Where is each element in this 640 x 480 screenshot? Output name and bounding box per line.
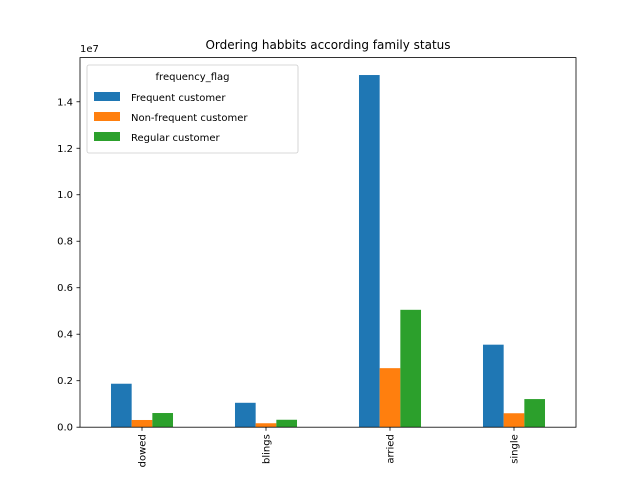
y-tick-label-2: 0.4 — [57, 330, 73, 341]
bar-2-3 — [524, 399, 546, 428]
chart-title: Ordering habbits according family status — [205, 38, 450, 52]
y-tick-label-1: 0.2 — [57, 376, 73, 387]
legend-swatch-1 — [94, 112, 120, 121]
legend-label-1: Non-frequent customer — [131, 113, 248, 124]
y-axis-scale-label: 1e7 — [80, 44, 99, 55]
x-tick-label-3: single — [510, 434, 521, 464]
legend-label-2: Regular customer — [131, 133, 221, 144]
legend-swatch-2 — [94, 132, 120, 141]
bar-0-2 — [358, 75, 380, 428]
x-tick-label-2: arried — [386, 434, 397, 463]
bar-1-3 — [503, 413, 525, 428]
bar-2-0 — [152, 413, 174, 428]
legend-box — [86, 64, 299, 154]
legend: frequency_flag Frequent customer Non-freq… — [86, 64, 299, 154]
bar-1-0 — [131, 419, 153, 428]
y-tick-label-4: 0.8 — [57, 237, 73, 248]
y-tick-label-0: 0.0 — [57, 423, 73, 434]
y-tick-label-5: 1.0 — [57, 190, 73, 201]
bar-0-1 — [234, 402, 256, 428]
bar-2-1 — [276, 419, 298, 428]
y-tick-label-6: 1.2 — [57, 144, 73, 155]
plot-frame — [79, 57, 577, 428]
y-tick-label-3: 0.6 — [57, 283, 73, 294]
y-axis: 0.0 0.2 0.4 0.6 0.8 1.0 1.2 1.4 — [57, 97, 80, 434]
x-tick-label-0: dowed — [138, 434, 149, 467]
legend-swatch-0 — [94, 92, 120, 101]
bars-group — [110, 75, 546, 428]
x-axis: dowed blings arried single — [138, 427, 521, 467]
legend-title: frequency_flag — [156, 72, 230, 83]
bar-0-3 — [482, 344, 504, 428]
y-tick-label-7: 1.4 — [57, 97, 73, 108]
legend-label-0: Frequent customer — [131, 93, 226, 104]
x-tick-label-1: blings — [262, 434, 273, 464]
bar-1-1 — [255, 423, 277, 428]
bar-0-0 — [110, 383, 132, 428]
bar-1-2 — [379, 368, 401, 428]
bar-2-2 — [400, 309, 422, 428]
